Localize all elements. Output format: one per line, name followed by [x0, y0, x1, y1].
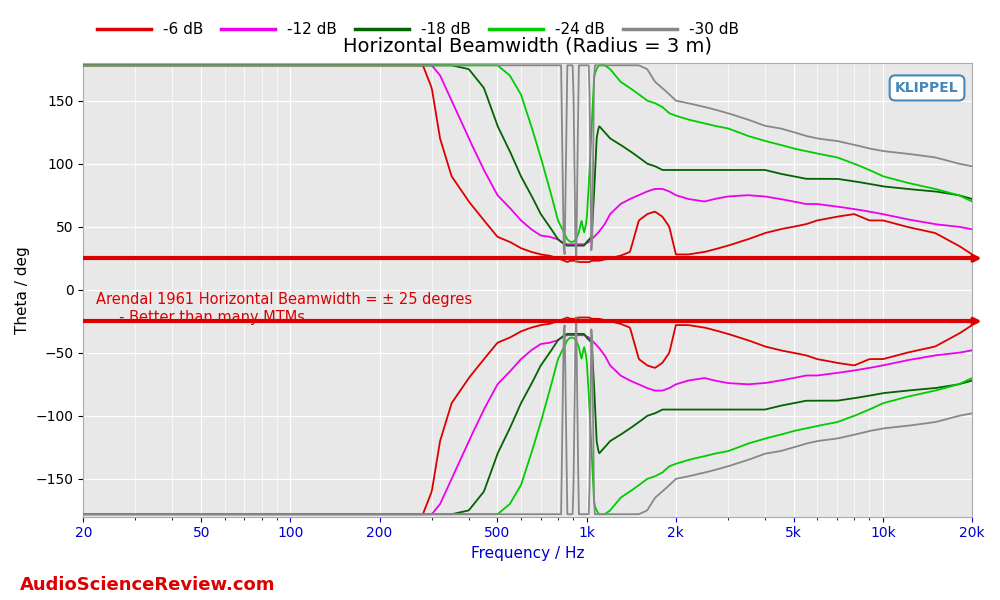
Text: Arendal 1961 Horizontal Beamwidth = ± 25 degres
     - Better than many MTMs: Arendal 1961 Horizontal Beamwidth = ± 25… [96, 292, 472, 325]
X-axis label: Frequency / Hz: Frequency / Hz [471, 546, 584, 561]
Text: KLIPPEL: KLIPPEL [895, 81, 959, 95]
Title: Horizontal Beamwidth (Radius = 3 m): Horizontal Beamwidth (Radius = 3 m) [343, 37, 712, 56]
Text: AudioScienceReview.com: AudioScienceReview.com [20, 576, 276, 594]
Legend: -6 dB, -12 dB, -18 dB, -24 dB, -30 dB: -6 dB, -12 dB, -18 dB, -24 dB, -30 dB [91, 16, 745, 43]
Y-axis label: Theta / deg: Theta / deg [15, 246, 30, 334]
